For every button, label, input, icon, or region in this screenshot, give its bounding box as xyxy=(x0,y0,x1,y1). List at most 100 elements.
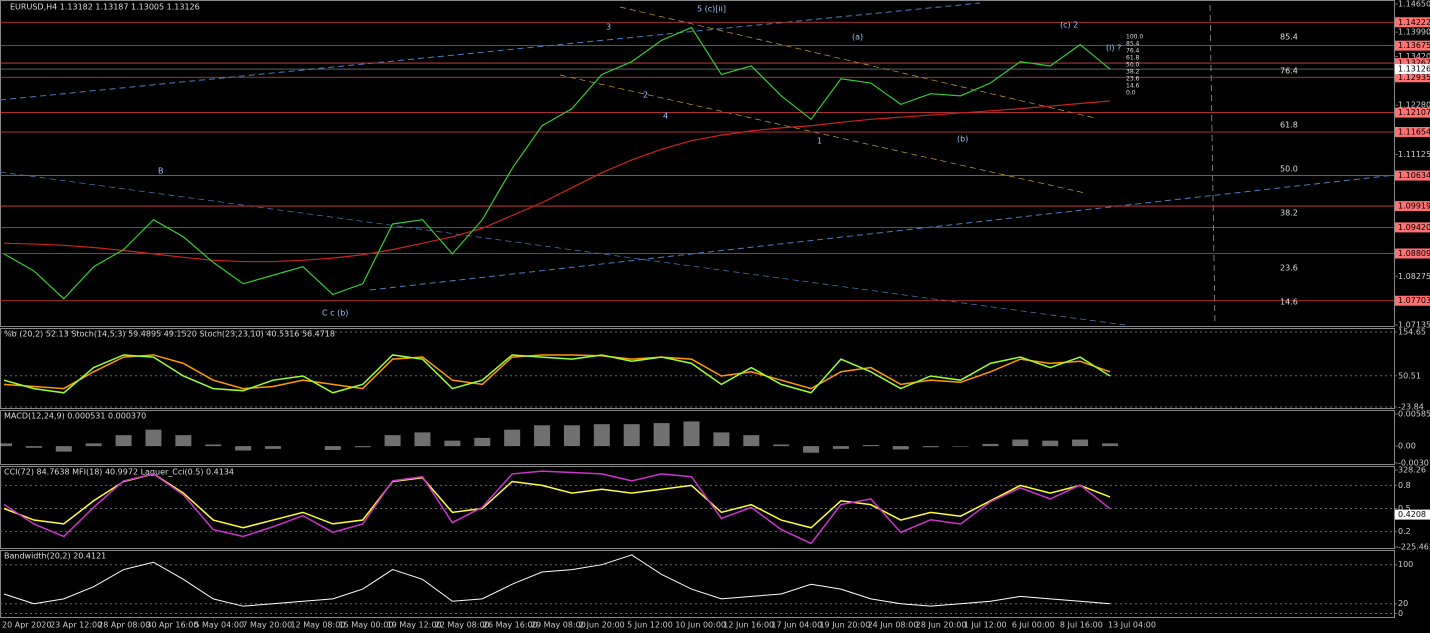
macd-bar xyxy=(384,435,401,447)
oscillator-line xyxy=(3,473,1111,529)
x-tick-label: 30 Apr 16:00 xyxy=(146,621,198,630)
macd-bar xyxy=(713,432,730,447)
price-label-bg xyxy=(1395,509,1430,520)
macd-bar xyxy=(773,444,790,447)
price-label-bg xyxy=(1395,201,1430,212)
macd-bar xyxy=(1072,439,1089,447)
macd-bar xyxy=(952,446,969,447)
macd-bar xyxy=(444,440,461,447)
price-label: 1.13675 xyxy=(1398,41,1430,50)
y-tick-label: 1.13990 xyxy=(1398,28,1430,37)
x-tick-label: 26 May 16:00 xyxy=(483,621,538,630)
fib-label: 76.4 xyxy=(1280,67,1298,76)
macd-bar xyxy=(623,424,640,447)
y-tick-label: 50.51 xyxy=(1398,371,1421,380)
price-label: 1.07703 xyxy=(1398,296,1430,305)
macd-bar xyxy=(683,421,700,447)
y-tick-label: 100 xyxy=(1398,560,1413,569)
y-tick-label: 0 xyxy=(1398,609,1403,618)
x-tick-label: 15 May 00:00 xyxy=(339,621,394,630)
x-tick-label: 1 Jul 12:00 xyxy=(964,621,1007,630)
trendline xyxy=(0,2,981,101)
x-tick-label: 19 Jun 20:00 xyxy=(819,621,870,630)
fib-label: 23.6 xyxy=(1126,76,1140,83)
panel-frames xyxy=(0,0,1395,618)
bandwidth-line xyxy=(3,554,1111,607)
y-tick-label: 0.2 xyxy=(1398,527,1411,536)
macd-bar xyxy=(1012,439,1029,447)
price-label: 1.09919 xyxy=(1398,202,1430,211)
x-tick-label: 29 May 08:00 xyxy=(531,621,586,630)
fib-label: 14.6 xyxy=(1126,83,1140,90)
macd-bar xyxy=(1042,440,1059,447)
price-label: 1.13126 xyxy=(1398,65,1430,74)
moving-average xyxy=(3,100,1111,263)
panel-header: CCI(72) 84.7638 MFI(18) 40.9972 Laguer_C… xyxy=(4,468,234,477)
macd-bar xyxy=(324,446,341,450)
y-tick-label: 328.26 xyxy=(1398,466,1426,475)
y-tick-label: 0.00 xyxy=(1398,442,1416,451)
fib-label: 85.4 xyxy=(1126,41,1140,48)
price-label-bg xyxy=(1395,126,1430,137)
wave-label: B xyxy=(158,167,164,176)
y-tick-label: 1.13420 xyxy=(1398,52,1430,61)
macd-bar xyxy=(25,446,42,448)
fib-label: 85.4 xyxy=(1280,33,1298,42)
macd-bar xyxy=(414,432,431,447)
trendline xyxy=(369,174,1396,291)
macd-bar xyxy=(0,443,12,447)
y-tick-label: 1.07135 xyxy=(1398,321,1430,330)
x-tick-label: 20 Apr 2020 xyxy=(2,621,51,630)
macd-bar xyxy=(922,446,939,448)
symbol-header: EURUSD,H4 1.13182 1.13187 1.13005 1.1312… xyxy=(10,3,200,12)
wave-label: 4 xyxy=(663,112,668,121)
price-label-bg xyxy=(1395,17,1430,28)
x-tick-label: 7 May 20:00 xyxy=(242,621,292,630)
main-frame xyxy=(0,0,1395,327)
price-label-bg xyxy=(1395,72,1430,83)
price-label: 1.12107 xyxy=(1398,108,1430,117)
macd-bar xyxy=(235,446,252,451)
macd-bar xyxy=(563,425,580,447)
price-label-bg xyxy=(1395,295,1430,306)
price-label-bg xyxy=(1395,248,1430,259)
y-tick-label: -23.84 xyxy=(1398,403,1424,412)
price-label-bg xyxy=(1395,170,1430,181)
y-tick-label: 1.11125 xyxy=(1398,150,1430,159)
price-label: 1.12935 xyxy=(1398,73,1430,82)
macd-bar xyxy=(534,425,551,447)
price-label-bg xyxy=(1395,58,1430,69)
macd-bar xyxy=(832,446,849,449)
fib-label: 100.0 xyxy=(1126,34,1143,41)
macd-bar xyxy=(354,446,371,448)
price-line xyxy=(3,26,1111,300)
fib-label: 0.0 xyxy=(1126,90,1136,97)
macd-bar xyxy=(145,429,162,447)
fib-line xyxy=(1209,4,1216,326)
x-tick-label: 6 Jul 00:00 xyxy=(1012,621,1055,630)
fib-label: 50.0 xyxy=(1280,165,1298,174)
macd-bar xyxy=(85,443,102,447)
macd-bar xyxy=(175,435,192,447)
macd-bar xyxy=(743,435,760,447)
x-tick-label: 5 May 04:00 xyxy=(194,621,244,630)
macd-bar xyxy=(115,435,132,447)
x-tick-label: 12 May 08:00 xyxy=(291,621,346,630)
y-tick-label: -225.4621 xyxy=(1398,543,1430,552)
price-label: 0.4208 xyxy=(1398,510,1426,519)
trendlines xyxy=(0,2,1396,326)
macd-bar xyxy=(265,446,282,449)
wave-label: 1 xyxy=(817,137,822,146)
panel-header: MACD(12,24,9) 0.000531 0.000370 xyxy=(4,412,146,421)
wave-label: (a) xyxy=(852,33,863,42)
wave-label: 2 xyxy=(643,91,648,100)
x-tick-label: 23 Apr 12:00 xyxy=(50,621,102,630)
price-label: 1.13267 xyxy=(1398,59,1430,68)
x-tick-label: 19 May 12:00 xyxy=(387,621,442,630)
fib-label: 76.4 xyxy=(1126,48,1140,55)
price-label-bg xyxy=(1395,40,1430,51)
bandwidth-frame xyxy=(0,550,1395,618)
wave-label: (i) ? xyxy=(1106,44,1121,53)
oscillator-line xyxy=(3,354,1111,394)
wave-label: (b) xyxy=(957,135,968,144)
